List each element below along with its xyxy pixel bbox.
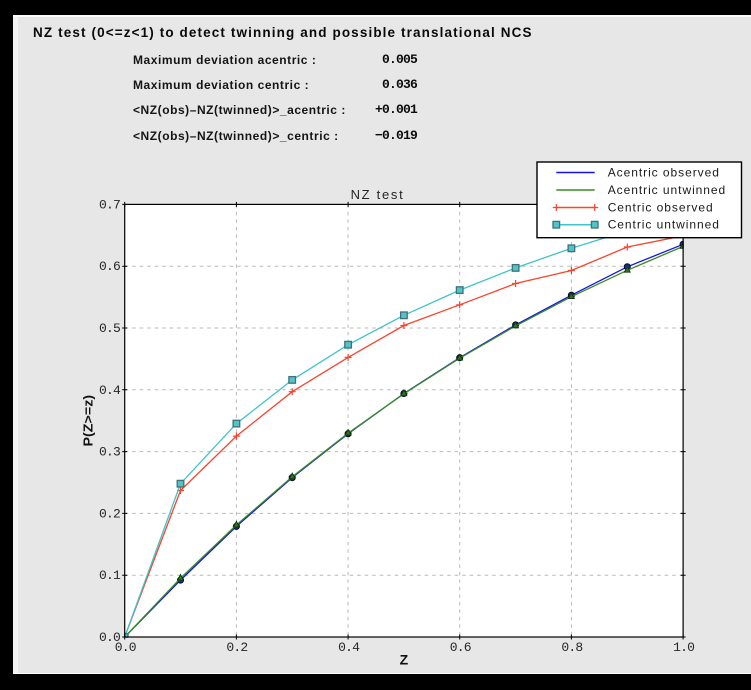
svg-text:Acentric observed: Acentric observed <box>608 166 720 180</box>
svg-text:P(Z>=z): P(Z>=z) <box>81 395 95 447</box>
svg-text:0.3: 0.3 <box>99 445 120 460</box>
svg-text:0.0: 0.0 <box>115 640 136 655</box>
svg-text:0.6: 0.6 <box>99 259 120 274</box>
svg-text:0.0: 0.0 <box>99 630 120 645</box>
svg-text:0.2: 0.2 <box>226 640 247 655</box>
svg-text:Z: Z <box>400 652 409 668</box>
svg-text:NZ test: NZ test <box>351 187 405 202</box>
svg-text:0.4: 0.4 <box>338 640 360 655</box>
svg-text:0.5: 0.5 <box>99 321 120 336</box>
svg-text:0.7: 0.7 <box>99 197 120 212</box>
svg-text:Acentric untwinned: Acentric untwinned <box>608 183 727 197</box>
svg-text:0.1: 0.1 <box>99 568 121 583</box>
svg-text:0.6: 0.6 <box>450 640 471 655</box>
svg-text:0.2: 0.2 <box>99 506 120 521</box>
svg-text:Centric untwinned: Centric untwinned <box>608 218 720 232</box>
svg-text:Centric observed: Centric observed <box>608 201 714 215</box>
svg-text:1.0: 1.0 <box>673 640 694 655</box>
svg-text:0.4: 0.4 <box>99 383 121 398</box>
svg-text:0.8: 0.8 <box>561 640 582 655</box>
